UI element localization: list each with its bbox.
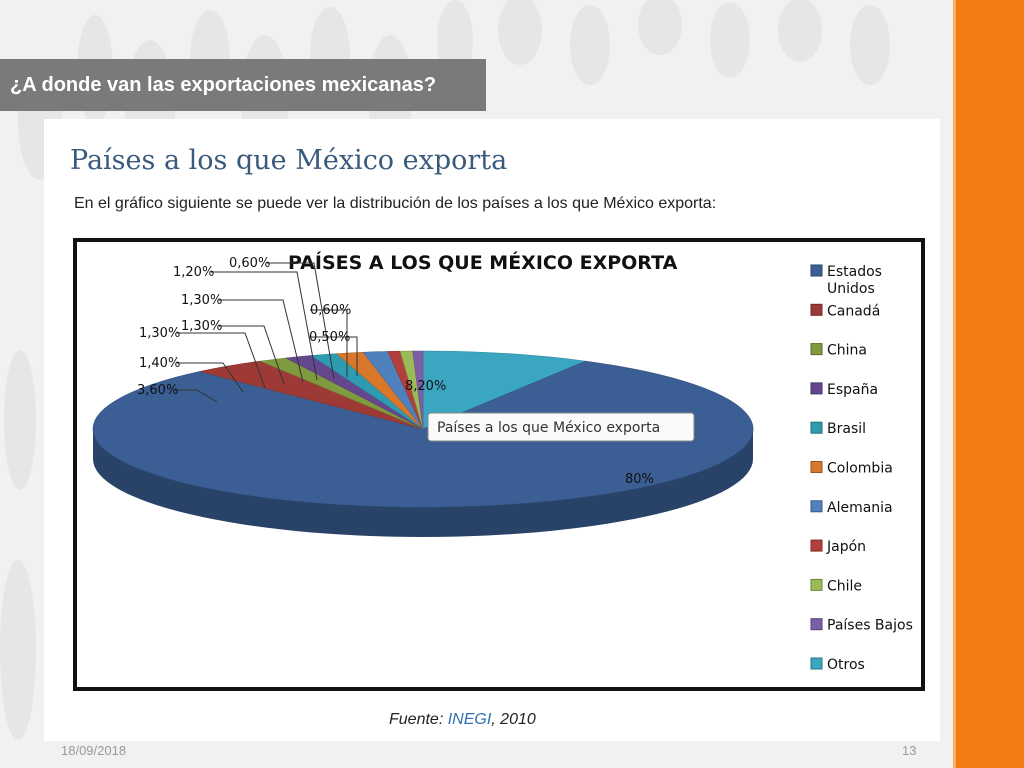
slide-title: ¿A donde van las exportaciones mexicanas… bbox=[0, 59, 486, 111]
legend-label-brasil: Brasil bbox=[827, 421, 866, 437]
legend-swatch-paises-bajos bbox=[810, 618, 823, 631]
legend-swatch-estados-unidos bbox=[810, 264, 823, 277]
source-note: Fuente: INEGI, 2010 bbox=[389, 711, 536, 729]
legend-swatch-espana bbox=[810, 382, 823, 395]
legend-item-espana: España bbox=[810, 382, 878, 398]
chart-title: PAÍSES A LOS QUE MÉXICO EXPORTA bbox=[288, 251, 678, 274]
leader-line-canada bbox=[175, 389, 218, 403]
pie-side-estados-unidos bbox=[93, 429, 753, 537]
data-label-otros: 8,20% bbox=[405, 379, 446, 394]
data-label-espana: 1,30% bbox=[139, 326, 180, 341]
footer-page-number: 13 bbox=[902, 743, 917, 758]
leader-line-chile bbox=[310, 309, 348, 377]
legend-item-canada: Canadá bbox=[810, 303, 880, 319]
legend-label-estados-unidos: Estados Unidos bbox=[827, 264, 882, 297]
leader-line-brasil bbox=[219, 325, 285, 385]
data-label-alemania: 1,20% bbox=[173, 265, 214, 280]
legend-swatch-alemania bbox=[810, 500, 823, 513]
data-label-colombia: 1,30% bbox=[181, 293, 222, 308]
legend-swatch-japon bbox=[810, 539, 823, 552]
legend-label-otros: Otros bbox=[827, 657, 865, 673]
legend-label-paises-bajos: Países Bajos bbox=[827, 618, 913, 634]
legend-item-colombia: Colombia bbox=[810, 461, 893, 477]
leader-line-china bbox=[177, 362, 244, 393]
data-label-china: 1,40% bbox=[139, 356, 180, 371]
legend-label-alemania: Alemania bbox=[827, 500, 893, 516]
legend-label-japon: Japón bbox=[826, 539, 866, 555]
legend-swatch-china bbox=[810, 343, 823, 356]
legend-swatch-colombia bbox=[810, 461, 823, 473]
legend-item-alemania: Alemania bbox=[810, 500, 893, 516]
legend-label-espana: España bbox=[827, 382, 878, 398]
leader-line-paises-bajos bbox=[309, 336, 358, 376]
legend-label-china: China bbox=[827, 343, 867, 359]
pie-chart-frame: PAÍSES A LOS QUE MÉXICO EXPORTA 80% 3,60% 1… bbox=[73, 238, 925, 691]
legend-swatch-brasil bbox=[810, 421, 823, 434]
data-label-paises-bajos: 0,50% bbox=[309, 330, 350, 345]
legend-swatch-chile bbox=[810, 578, 823, 591]
pie-chart: PAÍSES A LOS QUE MÉXICO EXPORTA 80% 3,60% 1… bbox=[92, 251, 913, 673]
legend-label-chile: Chile bbox=[827, 578, 862, 594]
chart-tooltip-text: Países a los que México exporta bbox=[437, 420, 660, 436]
legend-item-japon: Japón bbox=[810, 539, 866, 555]
pie-slice-estados-unidos bbox=[92, 360, 754, 508]
leader-line-japon bbox=[267, 262, 335, 380]
data-label-japon: 0,60% bbox=[229, 256, 270, 271]
source-org[interactable]: INEGI bbox=[447, 711, 492, 728]
legend-item-otros: Otros bbox=[810, 657, 865, 673]
pie-slice-otros bbox=[422, 350, 587, 430]
data-label-canada: 3,60% bbox=[137, 383, 178, 398]
legend-label-colombia: Colombia bbox=[827, 461, 893, 477]
legend-item-chile: Chile bbox=[810, 578, 862, 594]
content-heading: Países a los que México exporta bbox=[70, 145, 508, 176]
data-label-chile: 0,60% bbox=[310, 303, 351, 318]
leader-line-colombia bbox=[219, 299, 304, 383]
legend-item-estados-unidos: Estados Unidos bbox=[810, 264, 882, 297]
legend-swatch-canada bbox=[810, 303, 823, 316]
legend-swatch-otros bbox=[810, 657, 823, 670]
source-label: Fuente: bbox=[389, 711, 444, 728]
data-label-estados-unidos: 80% bbox=[625, 472, 654, 487]
content-card: Países a los que México exporta En el gr… bbox=[44, 119, 940, 741]
data-label-brasil: 1,30% bbox=[181, 319, 222, 334]
legend-item-paises-bajos: Países Bajos bbox=[810, 618, 913, 634]
chart-tooltip-box bbox=[427, 412, 695, 442]
leader-line-espana bbox=[177, 332, 266, 389]
legend-item-brasil: Brasil bbox=[810, 421, 866, 437]
content-subtext: En el gráfico siguiente se puede ver la … bbox=[74, 195, 717, 212]
leader-line-alemania bbox=[211, 271, 318, 381]
footer-date: 18/09/2018 bbox=[61, 743, 127, 758]
chart-tooltip: Países a los que México exporta bbox=[427, 412, 695, 442]
legend-label-canada: Canadá bbox=[827, 303, 880, 319]
source-year: , 2010 bbox=[491, 711, 536, 728]
orange-side-bar bbox=[956, 0, 1024, 768]
pie-slice-paises-bajos bbox=[412, 350, 424, 430]
legend-item-china: China bbox=[810, 343, 867, 359]
